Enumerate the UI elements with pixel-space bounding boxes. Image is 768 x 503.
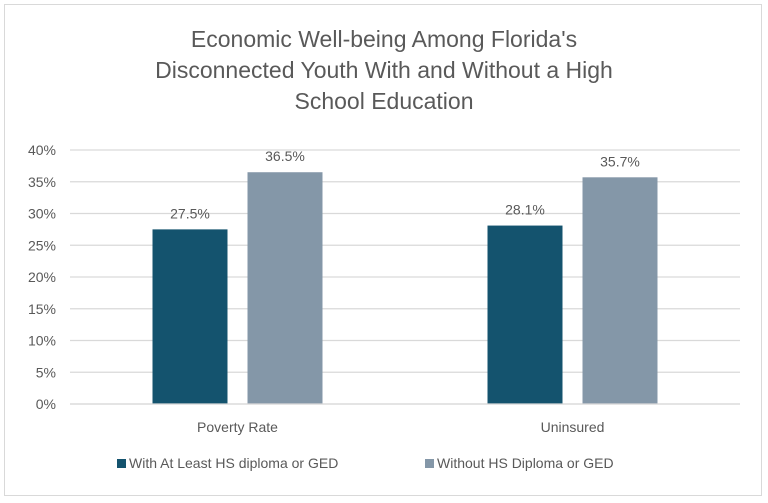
- y-tick-label: 40%: [28, 142, 56, 158]
- legend-label: With At Least HS diploma or GED: [129, 455, 338, 471]
- chart-title: Economic Well-being Among Florida's Disc…: [0, 24, 768, 117]
- data-label: 27.5%: [170, 205, 210, 221]
- y-tick-label: 5%: [36, 364, 56, 380]
- legend-swatch: [117, 459, 126, 468]
- bar: [582, 177, 658, 404]
- bar: [487, 225, 563, 404]
- legend-swatch: [425, 459, 434, 468]
- y-tick-label: 0%: [36, 396, 56, 412]
- y-tick-label: 10%: [28, 333, 56, 349]
- y-tick-label: 15%: [28, 301, 56, 317]
- title-line: School Education: [294, 88, 474, 114]
- x-tick-label: Uninsured: [541, 419, 605, 435]
- y-tick-label: 25%: [28, 237, 56, 253]
- y-tick-label: 30%: [28, 206, 56, 222]
- data-label: 35.7%: [600, 153, 640, 169]
- y-tick-label: 20%: [28, 269, 56, 285]
- x-tick-label: Poverty Rate: [197, 419, 278, 435]
- title-line: Economic Well-being Among Florida's: [190, 26, 578, 52]
- legend-label: Without HS Diploma or GED: [437, 455, 614, 471]
- bar: [152, 229, 228, 404]
- title-line: Disconnected Youth With and Without a Hi…: [155, 57, 613, 83]
- data-label: 36.5%: [265, 148, 305, 164]
- chart-frame: [4, 4, 762, 496]
- bar: [247, 172, 323, 404]
- data-label: 28.1%: [505, 202, 545, 218]
- y-tick-label: 35%: [28, 174, 56, 190]
